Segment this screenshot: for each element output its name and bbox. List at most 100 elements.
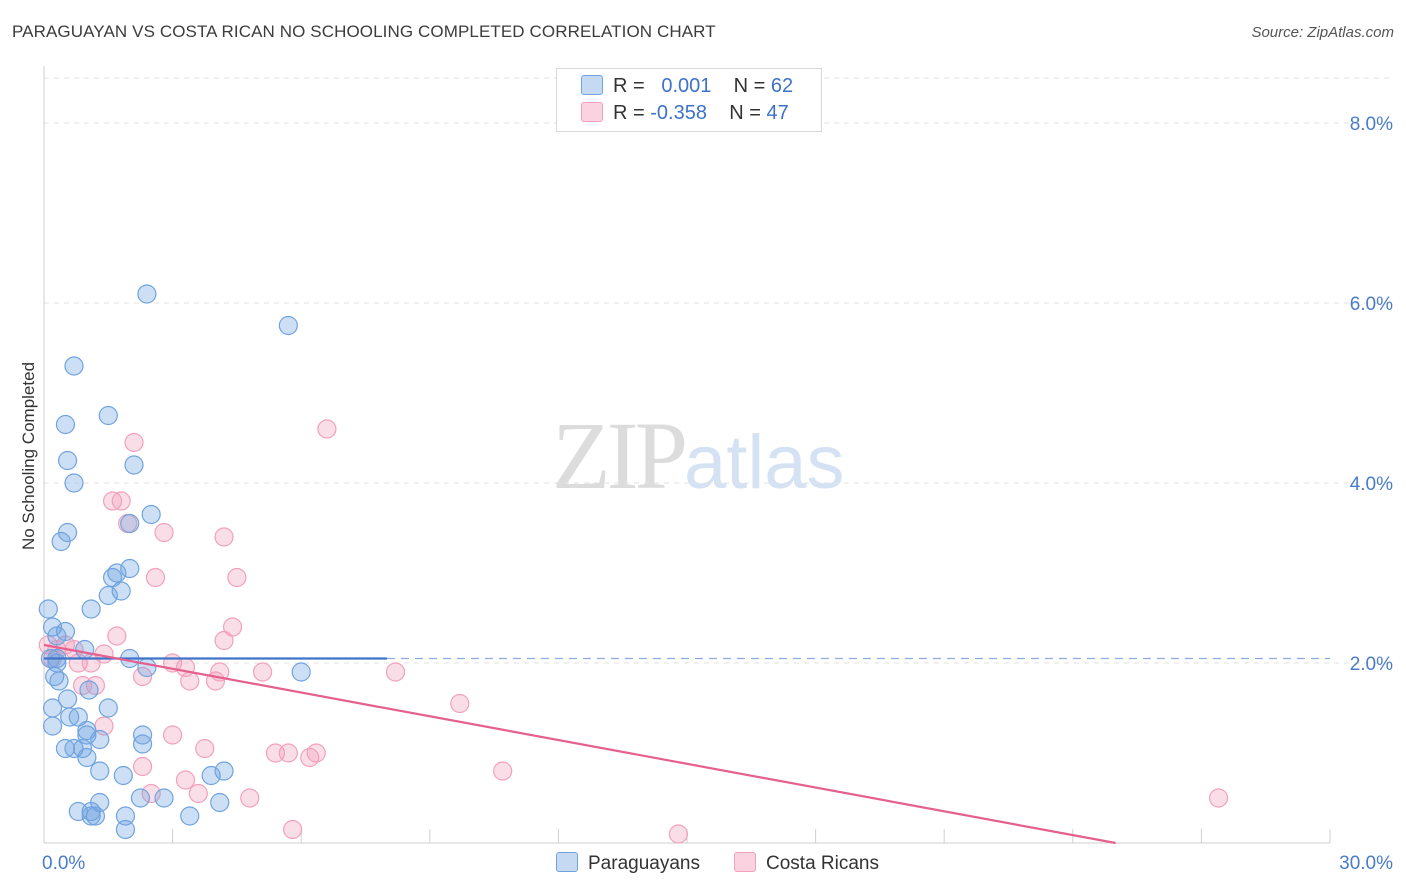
trend-lines xyxy=(43,643,1330,845)
costa-ricans-points xyxy=(38,419,1229,844)
paraguayans-point-19 xyxy=(42,617,63,637)
paraguayans-swatch xyxy=(581,75,603,95)
costa-ricans-point-23 xyxy=(253,662,273,682)
paraguayans-point-16 xyxy=(98,585,118,606)
costa-ricans-swatch xyxy=(581,102,603,122)
paraguayans-point-59 xyxy=(81,806,101,826)
costa-ricans-point-8 xyxy=(227,567,247,588)
axes xyxy=(43,66,1331,844)
watermark: ZIPatlas xyxy=(552,400,845,511)
paraguayans-point-5 xyxy=(57,450,78,471)
costa-ricans-point-1 xyxy=(124,432,144,453)
legend-r-label-1: R = xyxy=(613,75,651,97)
costa-ricans-legend-label: Costa Ricans xyxy=(766,853,879,874)
paraguayans-point-11 xyxy=(57,522,78,543)
x-tick-label-0: 0.0% xyxy=(42,853,85,874)
paraguayans-point-29 xyxy=(49,671,69,691)
costa-ricans-trend-line xyxy=(43,643,1116,845)
paraguayans-point-18 xyxy=(38,599,58,619)
costa-ricans-point-30 xyxy=(450,693,470,714)
costa-ricans-point-9 xyxy=(223,617,243,637)
costa-ricans-point-10 xyxy=(107,626,127,646)
paraguayans-legend-label: Paraguayans xyxy=(588,853,700,874)
paraguayans-point-40 xyxy=(90,729,110,750)
paraguayans-point-50 xyxy=(130,788,151,808)
costa-ricans-point-44 xyxy=(1208,788,1229,808)
y-tick-label-1: 4.0% xyxy=(1350,474,1393,495)
paraguayans-point-36 xyxy=(42,716,63,736)
costa-ricans-point-46 xyxy=(668,824,689,844)
watermark-atlas: atlas xyxy=(684,420,845,505)
paraguayans-point-60 xyxy=(115,819,136,840)
paraguayans-point-52 xyxy=(210,792,230,813)
paraguayans-point-14 xyxy=(102,567,123,588)
paraguayans-point-1 xyxy=(278,315,298,336)
watermark-zip: ZIP xyxy=(552,402,688,509)
paraguayans-point-9 xyxy=(120,513,140,534)
costa-ricans-point-38 xyxy=(132,756,153,777)
tick-labels: 2.0% 4.0% 6.0% 8.0% 0.0% 30.0% No Schooling Co… xyxy=(19,114,1393,874)
y-tick-label-3: 8.0% xyxy=(1350,114,1393,135)
paraguayans-point-58 xyxy=(180,806,200,826)
paraguayans-point-17 xyxy=(81,599,101,619)
paraguayans-point-4 xyxy=(55,414,76,435)
legend-n-value-1: 62 xyxy=(770,75,794,97)
paraguayans-point-2 xyxy=(64,356,84,376)
costa-ricans-point-43 xyxy=(240,788,260,808)
y-tick-label-2: 6.0% xyxy=(1350,294,1393,315)
costa-ricans-point-11 xyxy=(214,630,234,651)
y-axis-label: No Schooling Completed xyxy=(19,362,38,550)
x-tick-label-1: 30.0% xyxy=(1339,853,1393,874)
paraguayans-point-15 xyxy=(111,581,131,601)
legend-n-value-2: 47 xyxy=(766,102,789,124)
costa-ricans-legend-swatch xyxy=(734,852,756,872)
costa-ricans-point-24 xyxy=(385,662,406,682)
costa-ricans-point-32 xyxy=(163,725,183,745)
paraguayans-point-20 xyxy=(55,621,76,642)
paraguayans-point-30 xyxy=(79,680,99,700)
bottom-legend-paraguayans: Paraguayans xyxy=(556,852,700,875)
paraguayans-point-46 xyxy=(214,761,234,781)
legend-row-paraguayans: R = 0.001 N = 62 xyxy=(581,75,793,99)
paraguayans-point-0 xyxy=(137,284,157,304)
paraguayans-point-47 xyxy=(90,761,110,781)
paraguayans-point-49 xyxy=(201,765,221,786)
paraguayans-point-3 xyxy=(98,405,118,426)
paraguayans-point-26 xyxy=(137,657,157,678)
paraguayans-points xyxy=(38,284,311,840)
paraguayans-point-45 xyxy=(77,747,97,768)
paraguayans-point-48 xyxy=(113,765,133,786)
y-tick-label-0: 2.0% xyxy=(1350,654,1393,675)
legend-n-label-2: N = xyxy=(729,102,767,124)
paraguayans-point-27 xyxy=(291,662,311,682)
paraguayans-point-22 xyxy=(75,639,95,660)
costa-ricans-point-35 xyxy=(278,743,298,763)
costa-ricans-point-37 xyxy=(306,743,326,763)
paraguayans-point-56 xyxy=(115,806,136,826)
legend-r-label-2: R = xyxy=(613,102,651,124)
paraguayans-point-12 xyxy=(120,558,140,579)
costa-ricans-point-26 xyxy=(180,671,200,691)
paraguayans-legend-swatch xyxy=(556,852,578,872)
paraguayans-point-35 xyxy=(60,707,80,727)
costa-ricans-point-25 xyxy=(132,666,153,687)
paraguayans-point-57 xyxy=(85,806,106,826)
costa-ricans-point-3 xyxy=(111,491,131,511)
paraguayans-point-41 xyxy=(132,734,153,754)
costa-ricans-point-45 xyxy=(283,819,303,840)
costa-ricans-point-41 xyxy=(141,783,161,804)
costa-ricans-point-6 xyxy=(214,527,234,547)
paraguayans-point-32 xyxy=(98,698,118,718)
legend-r-value-2: -0.358 xyxy=(650,102,707,124)
paraguayans-point-8 xyxy=(141,504,161,525)
costa-ricans-point-40 xyxy=(175,770,196,790)
legend-n-label-1: N = xyxy=(733,75,771,97)
paraguayans-point-7 xyxy=(64,473,84,493)
legend-r-value-1: 0.001 xyxy=(661,75,712,97)
paraguayans-point-6 xyxy=(124,455,144,475)
costa-ricans-point-39 xyxy=(493,761,513,781)
paraguayans-point-33 xyxy=(42,698,63,718)
costa-ricans-point-33 xyxy=(195,738,215,759)
costa-ricans-point-0 xyxy=(317,419,337,439)
